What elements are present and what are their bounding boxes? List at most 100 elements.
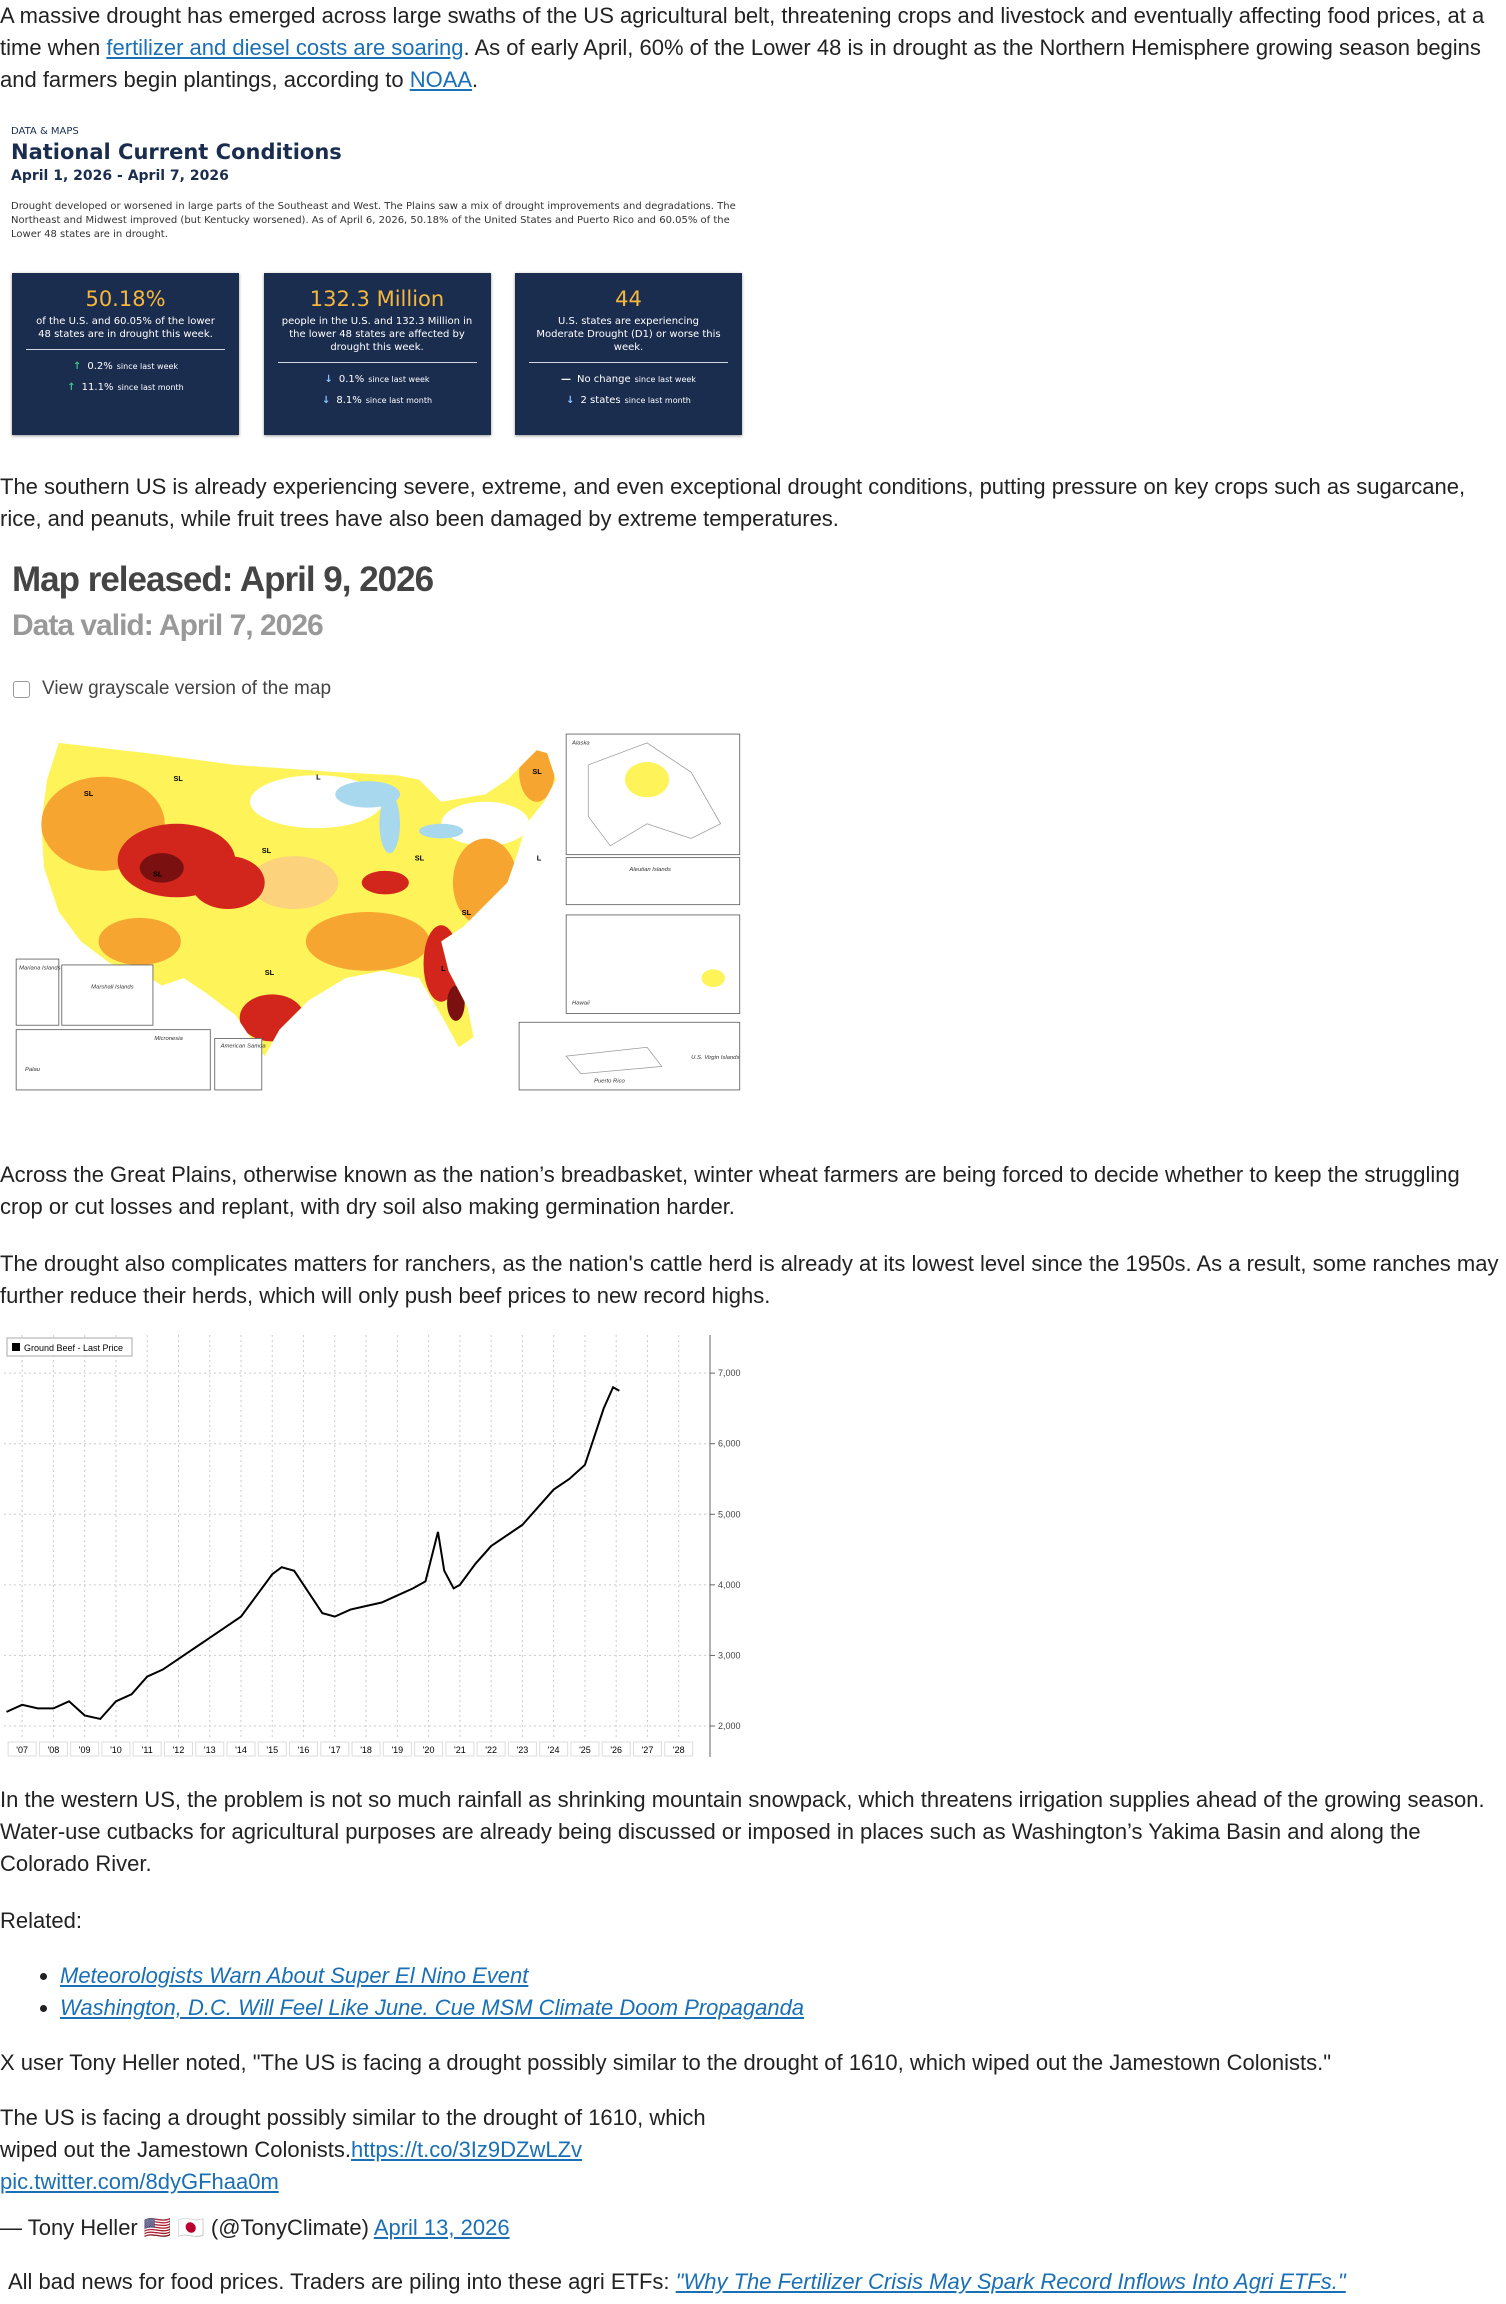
change-icon: ↑	[72, 361, 82, 372]
x-tick-box	[539, 1741, 569, 1757]
x-tick-box	[226, 1741, 256, 1757]
legend-box	[6, 1337, 133, 1357]
text: Across the Great Plains, otherwise known…	[0, 1162, 1460, 1219]
x-tick-label: '09	[79, 1745, 91, 1755]
stat-change: — No change since last week	[515, 369, 742, 390]
stat-box: 50.18% of the U.S. and 60.05% of the lowe…	[12, 273, 239, 435]
stat-change: ↓ 0.1% since last week	[264, 369, 491, 390]
change-amount: 11.1%	[81, 382, 114, 393]
change-amount: 0.2%	[87, 361, 113, 372]
paragraph: A massive drought has emerged across lar…	[0, 0, 1506, 96]
inset-label: Alaska	[571, 740, 590, 746]
inset-label: Aleutian Islands	[628, 867, 671, 873]
stat-box: 132.3 Million people in the U.S. and 132.…	[263, 273, 491, 435]
x-tick-box	[38, 1741, 68, 1757]
paragraph: Across the Great Plains, otherwise known…	[0, 1159, 1506, 1223]
checkbox-row[interactable]: View grayscale version of the map	[13, 678, 331, 700]
x-tick-box	[132, 1741, 162, 1757]
link[interactable]: "Why The Fertilizer Crisis May Spark Rec…	[675, 2269, 1346, 2294]
chart: '07 '08 '09 '10 '11 '12 '13 '14 '15 '16 '17 '18 '19 '…	[4, 1335, 741, 1757]
link[interactable]: pic.twitter.com/8dyGFhaa0m	[0, 2169, 279, 2194]
x-tick-label: '08	[48, 1745, 60, 1755]
related-link[interactable]: Meteorologists Warn About Super El Nino …	[60, 1963, 529, 1988]
change-amount: 0.1%	[338, 374, 365, 385]
stat-change: ↑ 0.2% since last week	[12, 356, 239, 377]
x-tick-label: '20	[423, 1745, 435, 1755]
x-tick-label: '15	[266, 1745, 278, 1755]
x-tick-label: '10	[110, 1745, 122, 1755]
x-tick-box	[507, 1741, 537, 1757]
link[interactable]: April 13, 2026	[373, 2215, 510, 2240]
paragraph: The southern US is already experiencing …	[0, 471, 1506, 535]
x-tick-label: '18	[360, 1745, 372, 1755]
text: A massive drought has emerged across lar…	[0, 3, 1485, 60]
impact-label: SL	[532, 767, 542, 776]
impact-label: SL	[262, 846, 272, 855]
divider	[26, 349, 225, 350]
y-tick-label: 2,000	[718, 1721, 741, 1731]
divider	[277, 362, 477, 363]
x-tick-box	[163, 1741, 193, 1757]
impact-label: SL	[174, 774, 184, 783]
card-summary: Drought developed or worsened in large p…	[11, 201, 736, 240]
tweet-text: The US is facing a drought possibly simi…	[0, 2102, 725, 2198]
change-icon: ↓	[321, 395, 331, 406]
stat-value: 50.18%	[85, 287, 166, 311]
checkbox-label[interactable]: View grayscale version of the map	[42, 678, 332, 699]
x-tick-box	[7, 1741, 37, 1757]
related-list: Meteorologists Warn About Super El Nino …	[0, 1960, 804, 2024]
y-tick-label: 4,000	[718, 1580, 741, 1590]
card-title: National Current Conditions	[11, 140, 342, 164]
impact-label: SL	[462, 908, 472, 917]
related-link[interactable]: Washington, D.C. Will Feel Like June. Cu…	[60, 1995, 805, 2020]
y-tick-label: 3,000	[718, 1650, 741, 1660]
hawaii-drought	[701, 969, 725, 987]
inset-label: Micronesia	[154, 1036, 183, 1042]
x-tick-label: '23	[517, 1745, 529, 1755]
paragraph: The drought also complicates matters for…	[0, 1248, 1506, 1312]
puerto-rico	[565, 1046, 663, 1075]
paragraph: X user Tony Heller noted, "The US is fac…	[0, 2047, 1506, 2079]
stat-value: 132.3 Million	[309, 287, 445, 311]
inset-label: U.S. Virgin Islands	[691, 1055, 739, 1061]
y-tick-label: 7,000	[718, 1368, 741, 1378]
text: Related:	[0, 1908, 82, 1933]
x-tick-label: '16	[298, 1745, 310, 1755]
y-tick-label: 6,000	[718, 1439, 741, 1449]
x-tick-box	[570, 1741, 600, 1757]
x-tick-label: '26	[610, 1745, 622, 1755]
x-tick-box	[445, 1741, 475, 1757]
checkbox[interactable]	[13, 680, 30, 698]
y-tick-label: 5,000	[718, 1509, 741, 1519]
link[interactable]: fertilizer and diesel costs are soaring	[106, 35, 464, 60]
x-tick-box	[320, 1741, 350, 1757]
change-amount: 2 states	[580, 395, 621, 406]
related-item: Meteorologists Warn About Super El Nino …	[60, 1960, 804, 1992]
x-tick-label: '21	[454, 1745, 466, 1755]
x-tick-label: '12	[173, 1745, 185, 1755]
stat-desc: of the U.S. and 60.05% of the lower 48 s…	[36, 316, 215, 340]
drought-card: DATA & MAPS National Current Conditions …	[0, 120, 750, 442]
paragraph: In the western US, the problem is not so…	[0, 1784, 1506, 1880]
map-subtitle: Data valid: April 7, 2026	[12, 609, 324, 642]
x-tick-label: '24	[548, 1745, 560, 1755]
link[interactable]: https://t.co/3Iz9DZwLZv	[350, 2137, 583, 2162]
change-period: since last month	[365, 396, 433, 405]
stat-change: ↑ 11.1% since last month	[12, 377, 239, 398]
stat-desc: U.S. states are experiencing Moderate Dr…	[536, 316, 721, 353]
link[interactable]: NOAA	[409, 67, 473, 92]
text: In the western US, the problem is not so…	[0, 1787, 1485, 1876]
inset-label: Hawaii	[572, 1001, 590, 1007]
change-icon: —	[561, 374, 572, 385]
change-icon: ↑	[67, 382, 76, 393]
impact-label: SL	[153, 870, 163, 879]
change-amount: No change	[577, 374, 631, 385]
x-tick-box	[70, 1741, 100, 1757]
stat-change: ↓ 8.1% since last month	[264, 390, 491, 411]
text: .	[472, 67, 479, 92]
inset-label: Mariana Islands	[19, 965, 61, 971]
text: . As of early April, 60% of the Lower 48…	[0, 35, 1481, 92]
x-tick-box	[601, 1741, 631, 1757]
text: The southern US is already experiencing …	[0, 474, 1466, 531]
x-tick-box	[101, 1741, 131, 1757]
